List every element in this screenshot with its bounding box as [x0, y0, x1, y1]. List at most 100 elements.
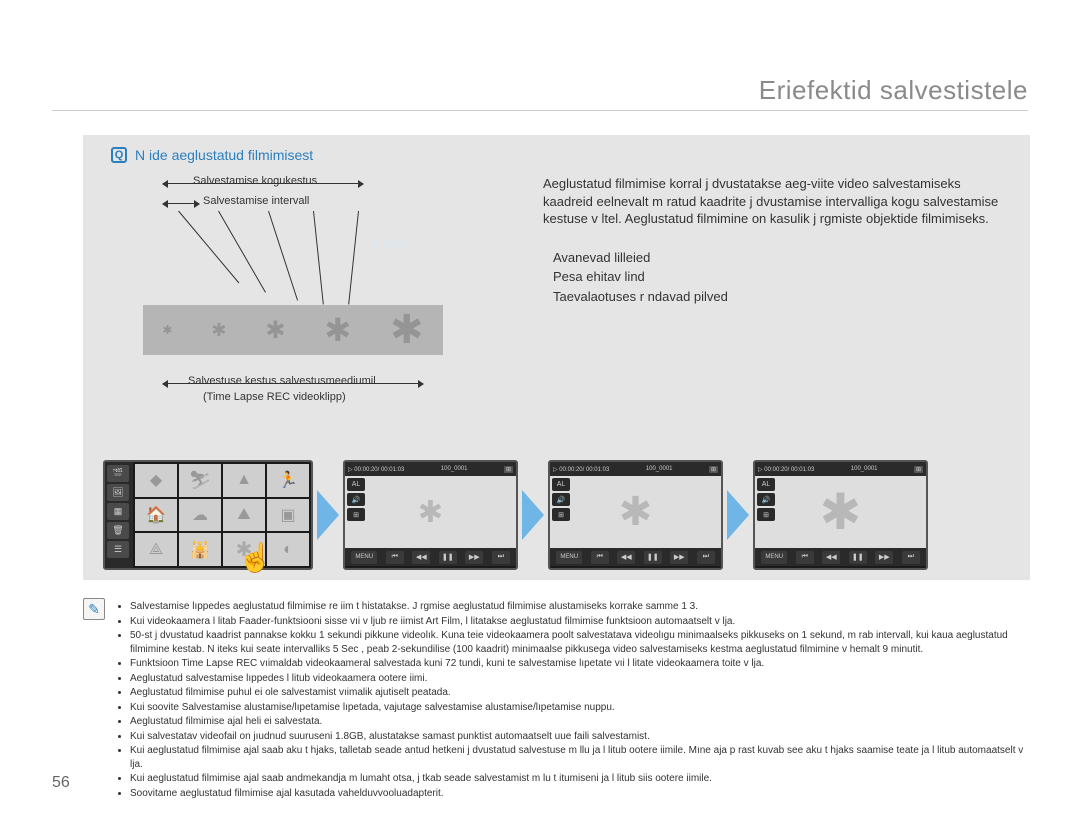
list-item: Pesa ehitav lind	[553, 267, 1013, 287]
label-interval: Salvestamise intervall	[203, 195, 309, 207]
skip-back-button[interactable]: ⏮	[796, 551, 814, 564]
thumb-cell: 🏃	[267, 464, 309, 497]
arrow-line	[313, 211, 324, 305]
timelapse-diagram: Salvestamise kogukestus Salvestamise int…	[103, 175, 533, 435]
video-icon: 🎬	[107, 465, 129, 482]
player-badge: ⊞	[504, 466, 513, 473]
note-item: Aeglustatud salvestamise lıppedes l litu…	[130, 672, 1030, 686]
thumb-cell: 🏠	[135, 499, 177, 532]
rewind-button[interactable]: ◀◀	[412, 551, 430, 564]
sound-icon: 🔊	[757, 493, 775, 506]
arrow-line	[218, 211, 266, 293]
thumb-cell: ⛰	[223, 499, 265, 532]
player-screen-2: ▷ 00:00:20/ 00:01:03 100_0001 ⊞ ✱ AL 🔊 ⊞…	[548, 460, 723, 570]
grid-icon: ▦	[107, 503, 129, 520]
rewind-button[interactable]: ◀◀	[822, 551, 840, 564]
note-item: Aeglustatud filmimise puhul ei ole salve…	[130, 686, 1030, 700]
title-rule	[52, 110, 1028, 111]
flower-icon: ✱	[162, 323, 172, 337]
player-file: 100_0001	[646, 466, 673, 472]
pause-button[interactable]: ❚❚	[644, 551, 662, 564]
thumb-cell: 🕌	[179, 533, 221, 566]
page-title: Eriefektid salvestistele	[759, 75, 1028, 106]
more-icon: ☰	[107, 541, 129, 558]
section-heading-text: N ide aeglustatud filmimisest	[135, 147, 313, 163]
menu-button[interactable]: MENU	[761, 551, 787, 564]
player-screen-1: ▷ 00:00:20/ 00:01:03 100_0001 ⊞ ✱ AL 🔊 ⊞…	[343, 460, 518, 570]
note-item: 50-st j dvustatud kaadrist pannakse kokk…	[130, 629, 1030, 656]
thumb-cell: ⛷	[179, 464, 221, 497]
skip-fwd-button[interactable]: ⏭	[697, 551, 715, 564]
photo-icon: 🖼	[107, 484, 129, 501]
player-screen-3: ▷ 00:00:20/ 00:01:03 100_0001 ⊞ ✱ AL 🔊 ⊞…	[753, 460, 928, 570]
notes-list: Salvestamise lıppedes aeglustatud filmim…	[120, 600, 1030, 801]
settings-icon: ⊞	[552, 508, 570, 521]
note-item: Kui videokaamera l litab Faader-funktsio…	[130, 615, 1030, 629]
thumbnail-grid: 🎬 🖼 ▦ 🗑 ☰ ◆ ⛷ ▲ 🏃 🏠 ☁ ⛰ ▣ ⟁ 🕌 ✱ ◐ ☝	[103, 460, 313, 570]
magnifier-icon: Q	[111, 147, 127, 163]
settings-icon: ⊞	[757, 508, 775, 521]
thumb-cell: ▣	[267, 499, 309, 532]
settings-icon: ⊞	[347, 508, 365, 521]
al-icon: AL	[757, 478, 775, 491]
flower-icon: ✱	[265, 316, 285, 345]
label-stored-duration: Salvestuse kestus salvestusmeediumil	[188, 375, 376, 387]
thumb-cell: ☁	[179, 499, 221, 532]
thumb-cell: ⟁	[135, 533, 177, 566]
label-total-duration: Salvestamise kogukestus	[193, 175, 317, 187]
forward-button[interactable]: ▶▶	[670, 551, 688, 564]
sound-icon: 🔊	[552, 493, 570, 506]
label-timeline: Ajatelg	[373, 238, 407, 250]
flower-icon: ✱	[390, 307, 424, 353]
note-item: Kui aeglustatud filmimise ajal saab aku …	[130, 744, 1030, 771]
note-item: Kui soovite Salvestamise alustamise/lıpe…	[130, 701, 1030, 715]
pause-button[interactable]: ❚❚	[849, 551, 867, 564]
arrow-line	[178, 211, 239, 284]
skip-back-button[interactable]: ⏮	[591, 551, 609, 564]
sound-icon: 🔊	[347, 493, 365, 506]
skip-fwd-button[interactable]: ⏭	[492, 551, 510, 564]
arrow-line	[348, 211, 359, 305]
rewind-button[interactable]: ◀◀	[617, 551, 635, 564]
al-icon: AL	[347, 478, 365, 491]
arrow-icon	[522, 490, 544, 540]
pause-button[interactable]: ❚❚	[439, 551, 457, 564]
arrow-line	[268, 211, 298, 301]
al-icon: AL	[552, 478, 570, 491]
description-paragraph: Aeglustatud filmimise korral j dvustatak…	[543, 175, 1013, 228]
arrow-icon	[727, 490, 749, 540]
flower-icon: ✱	[619, 489, 653, 535]
thumb-cell: ◆	[135, 464, 177, 497]
skip-back-button[interactable]: ⏮	[386, 551, 404, 564]
list-item: Taevalaotuses r ndavad pilved	[553, 287, 1013, 307]
note-item: Salvestamise lıppedes aeglustatud filmim…	[130, 600, 1030, 614]
player-time: ▷ 00:00:20/ 00:01:03	[553, 466, 609, 473]
arrow-icon	[317, 490, 339, 540]
menu-button[interactable]: MENU	[351, 551, 377, 564]
list-item: Avanevad lilleied	[553, 248, 1013, 268]
flower-icon: ✱	[418, 495, 443, 530]
flower-icon: ✱	[820, 483, 862, 541]
playback-sequence: 🎬 🖼 ▦ 🗑 ☰ ◆ ⛷ ▲ 🏃 🏠 ☁ ⛰ ▣ ⟁ 🕌 ✱ ◐ ☝	[103, 460, 1010, 570]
player-time: ▷ 00:00:20/ 00:01:03	[348, 466, 404, 473]
interval-arrow	[163, 203, 199, 204]
flower-icon: ✱	[211, 320, 226, 341]
forward-button[interactable]: ▶▶	[465, 551, 483, 564]
note-item: Funktsioon Time Lapse REC vıimaldab vide…	[130, 657, 1030, 671]
note-item: Kui aeglustatud filmimise ajal saab andm…	[130, 772, 1030, 786]
thumb-cell: ▲	[223, 464, 265, 497]
note-item: Soovitame aeglustatud filmimise ajal kas…	[130, 787, 1030, 801]
skip-fwd-button[interactable]: ⏭	[902, 551, 920, 564]
player-time: ▷ 00:00:20/ 00:01:03	[758, 466, 814, 473]
player-file: 100_0001	[851, 466, 878, 472]
player-file: 100_0001	[441, 466, 468, 472]
label-clip: (Time Lapse REC videoklipp)	[203, 391, 346, 403]
note-item: Aeglustatud filmimise ajal heli ei salve…	[130, 715, 1030, 729]
flower-icon: ✱	[324, 311, 351, 349]
trash-icon: 🗑	[107, 522, 129, 539]
menu-button[interactable]: MENU	[556, 551, 582, 564]
forward-button[interactable]: ▶▶	[875, 551, 893, 564]
timeline-bar: ✱ ✱ ✱ ✱ ✱	[143, 305, 443, 355]
section-heading: Q N ide aeglustatud filmimisest	[111, 147, 313, 163]
note-item: Kui salvestatav videofail on jıudnud suu…	[130, 730, 1030, 744]
